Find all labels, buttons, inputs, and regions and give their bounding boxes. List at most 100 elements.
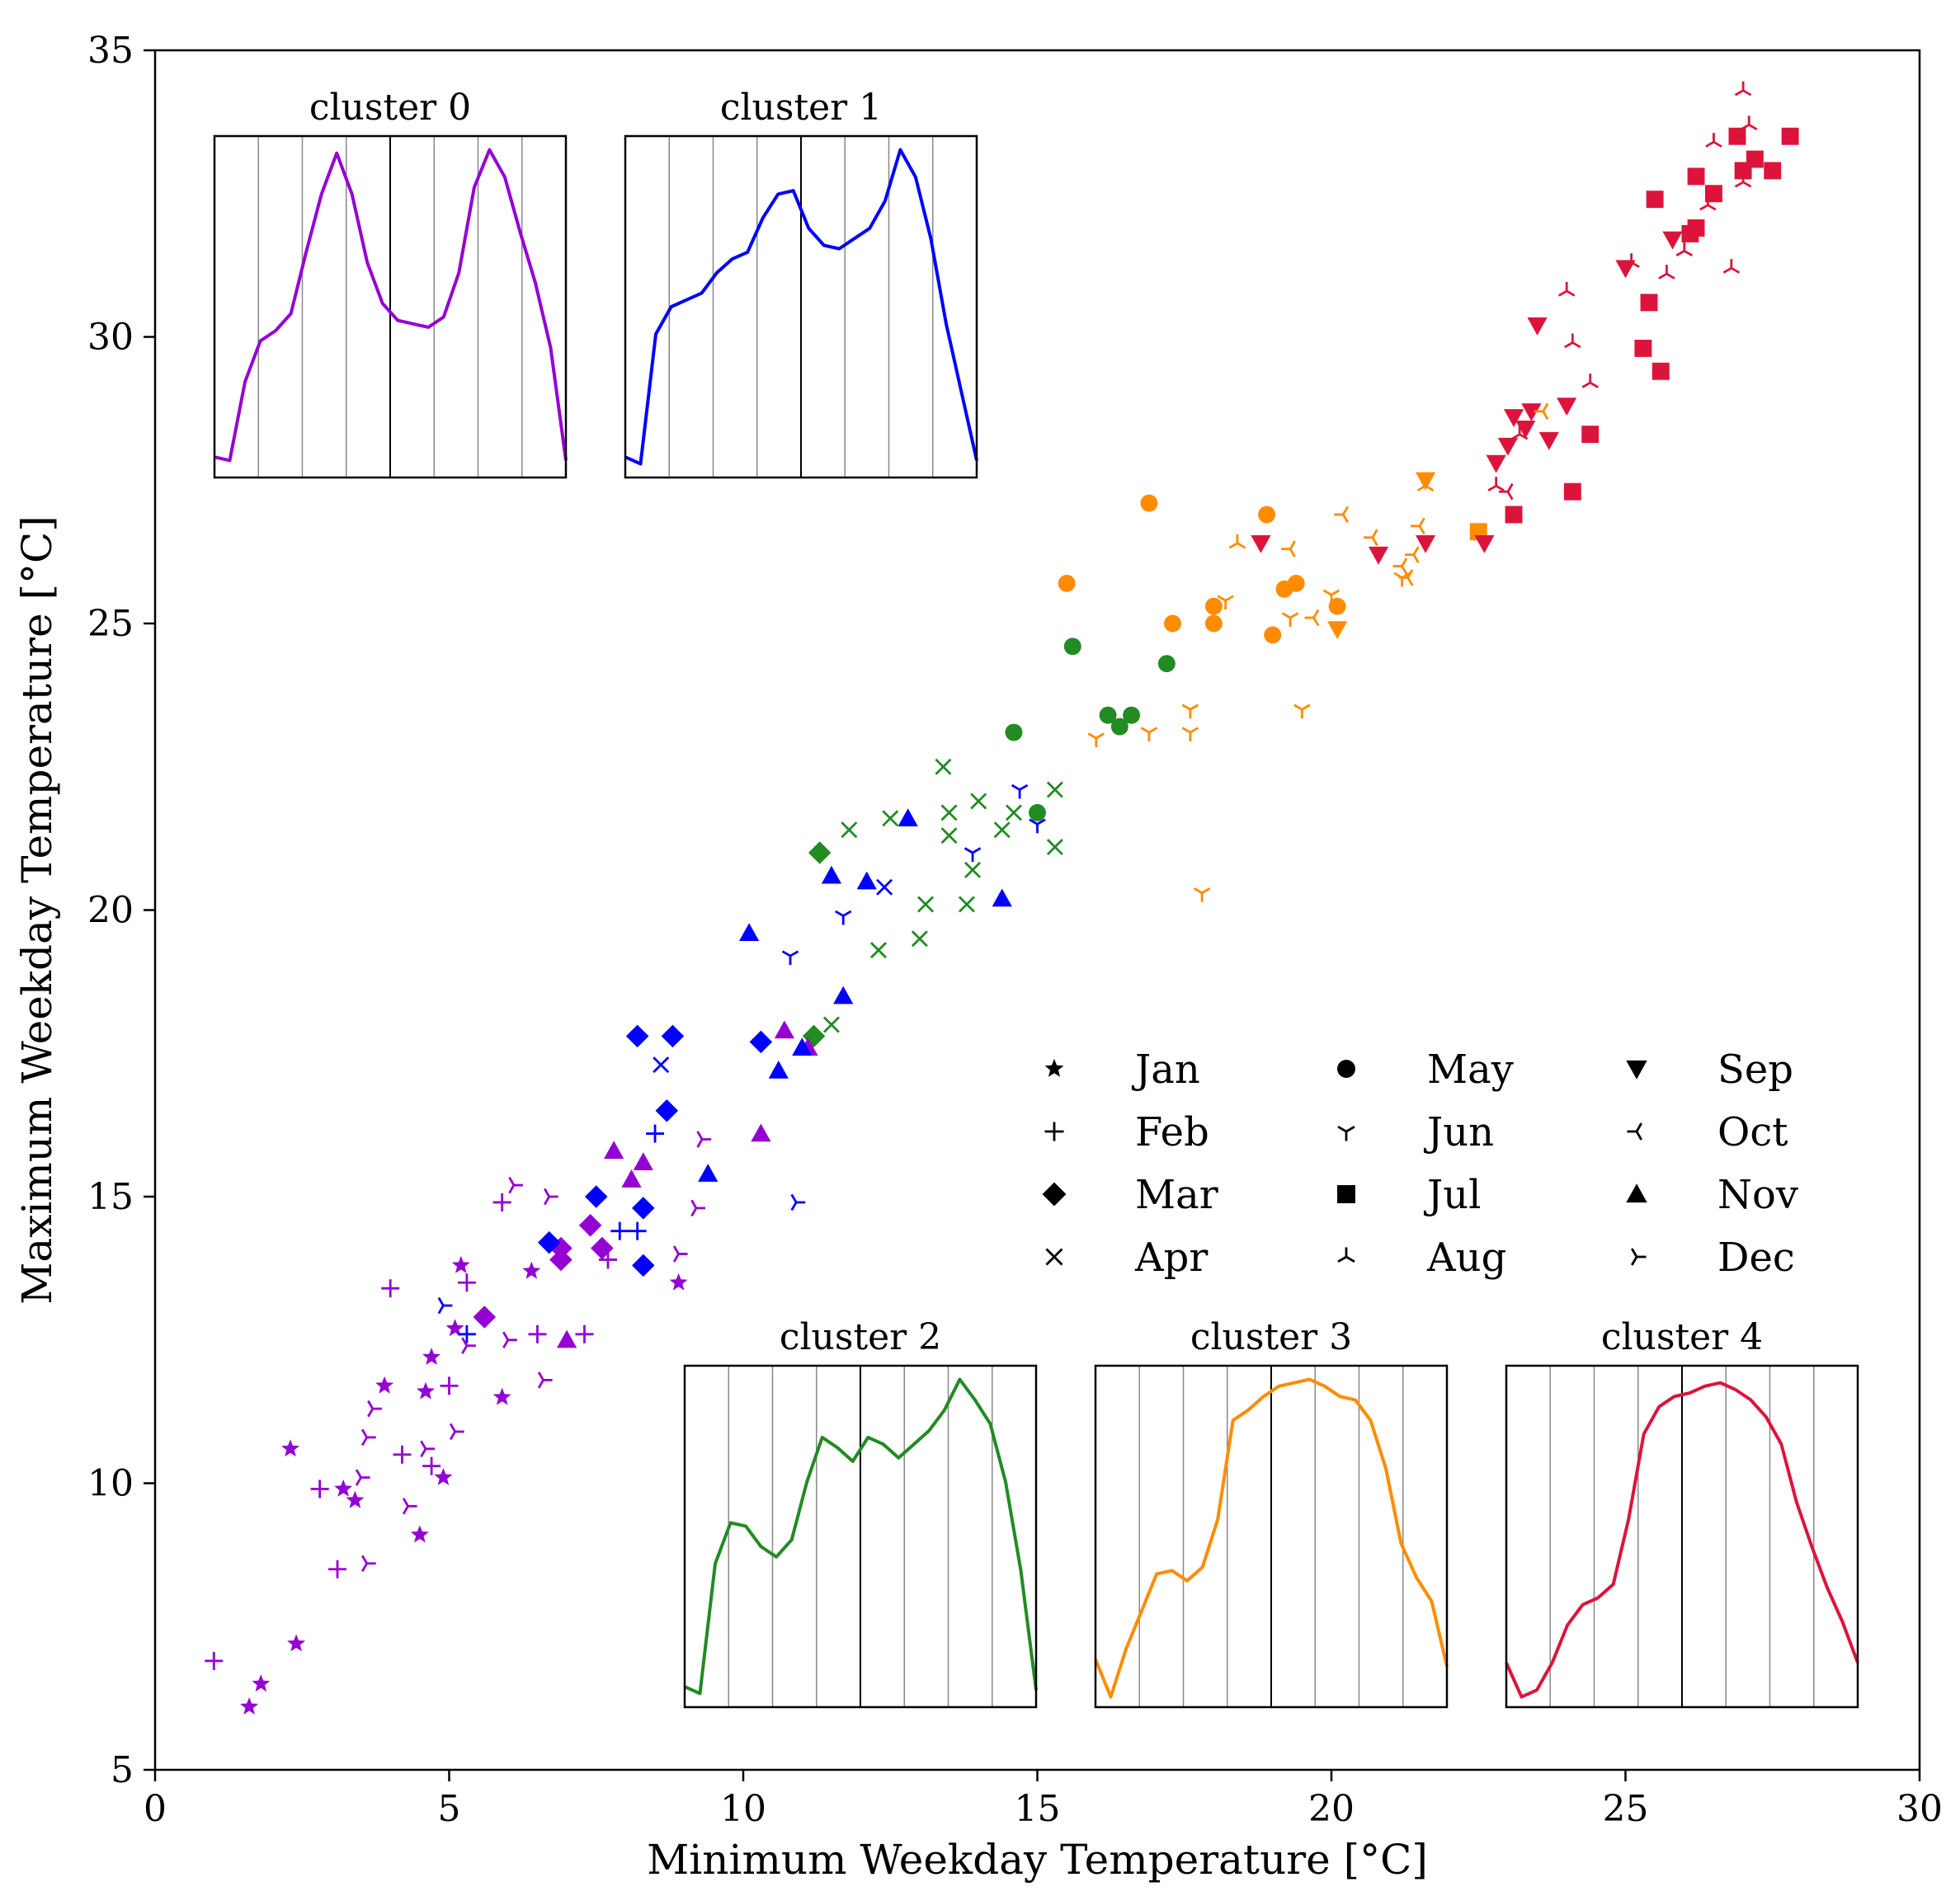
- data-point: [646, 1124, 665, 1143]
- data-point: [1087, 732, 1105, 747]
- data-point: [1415, 472, 1436, 491]
- inset-title: cluster 2: [780, 1316, 941, 1358]
- data-point: [522, 1261, 541, 1279]
- data-point: [1046, 839, 1063, 856]
- data-point: [1557, 398, 1577, 416]
- data-point: [661, 1024, 685, 1048]
- data-point: [360, 1555, 376, 1573]
- legend: Jan Feb Mar Apr May Jun Jul Aug Sep Oct Nov Dec: [1042, 1047, 1798, 1281]
- data-point: [434, 1468, 453, 1485]
- data-point: [328, 1560, 347, 1578]
- inset-frame: [1505, 1364, 1859, 1709]
- inset-cluster-0: cluster 0: [213, 87, 568, 479]
- data-point: [935, 758, 952, 775]
- legend-label: Apr: [1134, 1235, 1208, 1281]
- data-point: [449, 1423, 464, 1441]
- data-point: [1217, 595, 1234, 610]
- inset-profile-line: [624, 148, 978, 466]
- inset-frame: [1094, 1364, 1449, 1709]
- data-point: [1734, 172, 1752, 188]
- data-point: [958, 896, 975, 913]
- data-point: [1110, 717, 1128, 736]
- legend-marker-jun: [1337, 1126, 1355, 1141]
- data-point: [1204, 614, 1223, 633]
- data-point: [1722, 259, 1741, 274]
- x-tick-label: 15: [1015, 1788, 1061, 1830]
- data-point: [1293, 703, 1311, 719]
- data-point: [821, 865, 842, 884]
- data-point: [1164, 614, 1181, 633]
- data-point: [992, 888, 1012, 907]
- data-point: [1581, 426, 1600, 444]
- legend-label: Jan: [1131, 1047, 1200, 1093]
- data-point: [1521, 403, 1542, 421]
- data-point: [1157, 655, 1176, 673]
- data-point: [1327, 621, 1348, 640]
- data-point: [1741, 115, 1758, 131]
- data-point: [1398, 569, 1414, 586]
- data-point: [1534, 402, 1549, 421]
- data-point: [585, 1185, 608, 1208]
- data-point: [310, 1480, 329, 1498]
- data-point: [1651, 362, 1670, 380]
- data-point: [739, 923, 760, 941]
- data-point: [1005, 804, 1022, 821]
- legend-label: Jun: [1423, 1109, 1494, 1155]
- data-point: [1140, 727, 1158, 742]
- x-tick-label: 20: [1308, 1788, 1355, 1830]
- data-point: [422, 1456, 441, 1475]
- legend-marker-aug: [1337, 1247, 1355, 1263]
- data-point: [970, 793, 987, 810]
- legend-marker-oct: [1627, 1122, 1642, 1141]
- data-point: [1687, 219, 1705, 237]
- data-point: [1281, 540, 1296, 558]
- data-point: [911, 930, 928, 948]
- data-point: [1527, 317, 1548, 336]
- data-point: [672, 1245, 688, 1263]
- data-point: [774, 1020, 795, 1039]
- data-point: [591, 1236, 614, 1260]
- data-point: [940, 827, 958, 844]
- inset-cluster-3: cluster 3: [1094, 1316, 1449, 1709]
- data-point: [1640, 294, 1658, 312]
- data-point: [422, 1348, 441, 1365]
- data-point: [451, 1255, 470, 1273]
- data-point: [557, 1329, 577, 1348]
- data-point: [632, 1197, 655, 1220]
- legend-label: Oct: [1717, 1109, 1788, 1155]
- legend-label: Aug: [1426, 1235, 1506, 1281]
- data-point: [768, 1061, 789, 1079]
- data-point: [751, 1123, 771, 1142]
- data-point: [1328, 597, 1346, 615]
- cluster-insets: cluster 0 cluster 1 cluster 2 cluster 3 clus…: [213, 87, 1859, 1709]
- data-point: [1404, 546, 1420, 563]
- y-tick-label: 5: [111, 1749, 134, 1791]
- data-point: [655, 1099, 679, 1122]
- data-point: [1029, 818, 1046, 834]
- legend-marker-may: [1337, 1060, 1355, 1078]
- data-point: [1581, 374, 1599, 388]
- data-point: [575, 1324, 594, 1343]
- data-point: [461, 1337, 476, 1354]
- data-point: [964, 847, 982, 862]
- data-point: [1281, 612, 1299, 628]
- data-point: [1410, 517, 1425, 535]
- y-tick-label: 35: [87, 30, 134, 72]
- y-tick-label: 30: [87, 317, 134, 359]
- data-point: [492, 1387, 511, 1405]
- data-point: [698, 1164, 719, 1182]
- legend-label: Jul: [1423, 1172, 1482, 1218]
- legend-marker-sep: [1626, 1060, 1647, 1080]
- data-point: [790, 1193, 806, 1211]
- data-points: [205, 81, 1799, 1715]
- data-point: [537, 1371, 553, 1389]
- legend-marker-apr: [1045, 1248, 1063, 1266]
- data-point: [610, 1221, 629, 1240]
- data-point: [1363, 529, 1378, 546]
- data-point: [1415, 535, 1436, 553]
- data-point: [1497, 437, 1518, 456]
- data-point: [1099, 706, 1117, 724]
- data-point: [628, 1221, 647, 1240]
- data-point: [604, 1141, 624, 1160]
- data-point: [781, 950, 799, 966]
